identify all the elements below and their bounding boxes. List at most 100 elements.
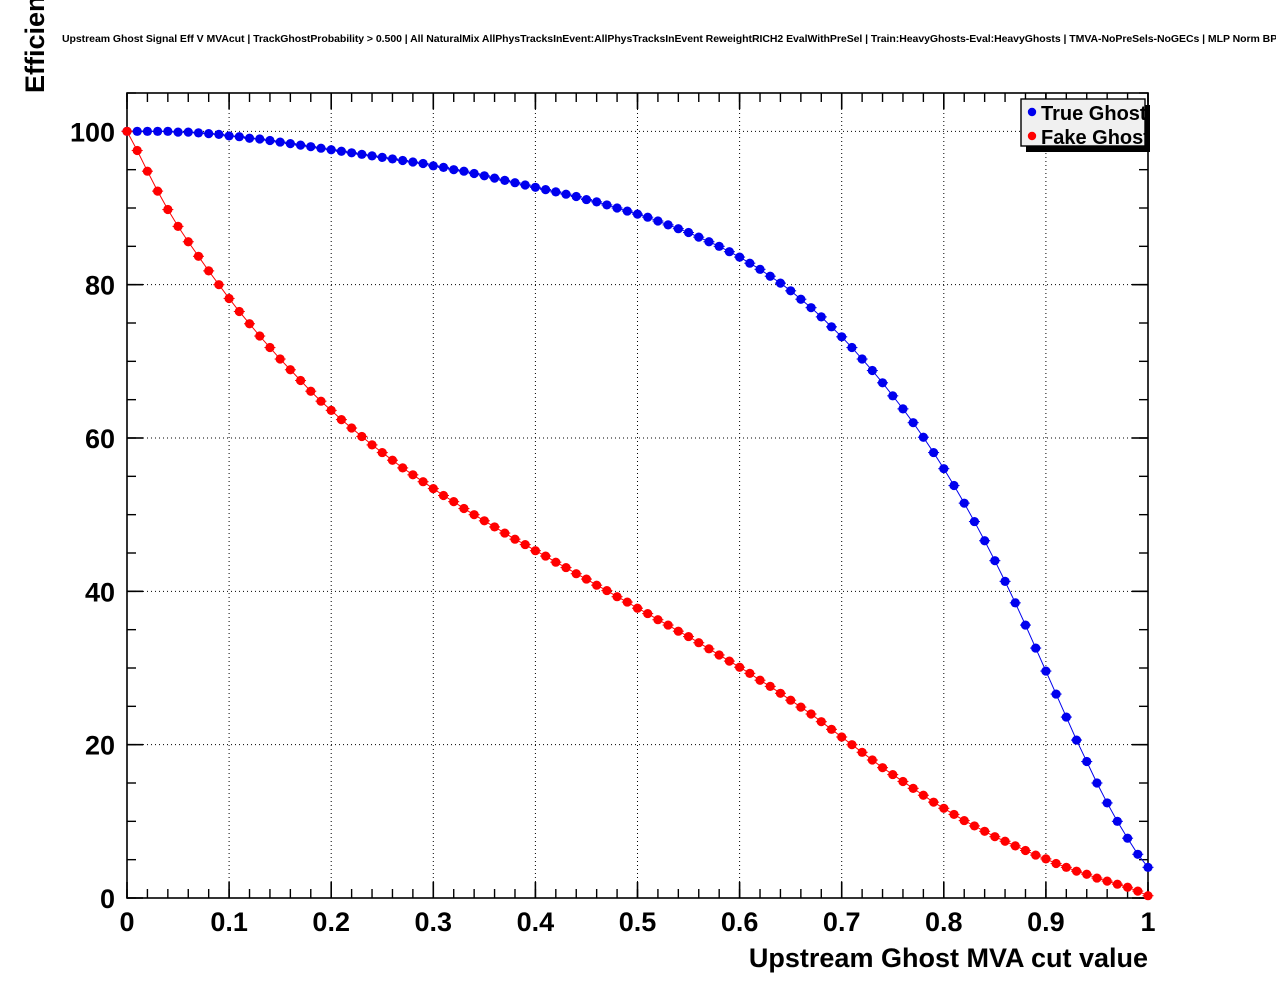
y-tick-label: 20 xyxy=(85,731,115,761)
data-point xyxy=(153,126,163,136)
data-point xyxy=(847,740,857,750)
data-point xyxy=(357,431,367,442)
data-point xyxy=(1102,798,1112,808)
data-point xyxy=(489,522,500,532)
data-point xyxy=(541,551,551,561)
data-point xyxy=(714,650,724,660)
data-point xyxy=(500,528,510,538)
data-point xyxy=(898,404,908,414)
data-point xyxy=(357,149,367,159)
y-tick-label: 0 xyxy=(100,884,115,914)
data-point xyxy=(847,342,857,353)
data-point xyxy=(510,178,520,188)
data-point xyxy=(581,574,592,584)
data-point xyxy=(377,152,387,162)
data-point xyxy=(418,477,428,487)
data-point xyxy=(479,171,489,181)
data-point xyxy=(193,251,204,261)
data-point xyxy=(224,131,234,141)
data-point xyxy=(510,534,520,544)
data-point xyxy=(1133,849,1143,859)
data-point xyxy=(663,620,673,630)
page-title: Upstream Ghost Signal Eff V MVAcut | Tra… xyxy=(62,33,1276,45)
data-point xyxy=(857,747,867,757)
data-point xyxy=(132,126,142,136)
data-point xyxy=(244,133,255,143)
legend[interactable]: True Ghost Fake Ghost xyxy=(1020,98,1150,152)
data-point xyxy=(673,626,683,636)
data-point xyxy=(775,278,786,288)
data-point xyxy=(1041,666,1051,676)
data-point xyxy=(541,185,551,195)
data-point xyxy=(653,216,663,226)
data-point xyxy=(969,821,980,831)
data-point xyxy=(1051,858,1061,869)
data-point xyxy=(275,354,285,364)
data-point xyxy=(561,189,571,199)
x-axis-title: Upstream Ghost MVA cut value xyxy=(749,943,1148,973)
data-point xyxy=(398,463,408,473)
data-point xyxy=(326,405,336,415)
data-point xyxy=(632,209,643,219)
data-series-layer xyxy=(121,126,1154,901)
data-point xyxy=(612,592,622,602)
x-tick-label: 0.9 xyxy=(1027,907,1065,937)
data-point xyxy=(1061,862,1071,872)
data-point xyxy=(520,539,530,550)
data-point xyxy=(867,755,877,765)
data-point xyxy=(204,129,214,139)
data-point xyxy=(602,200,612,210)
data-point xyxy=(908,783,918,793)
data-point xyxy=(918,432,928,442)
x-tick-label: 0.1 xyxy=(210,907,248,937)
data-point xyxy=(806,709,816,719)
data-point xyxy=(1061,712,1071,722)
data-point xyxy=(694,638,704,648)
legend-marker-true-ghost xyxy=(1027,107,1037,117)
data-point xyxy=(408,157,418,167)
data-point xyxy=(704,237,714,247)
data-point xyxy=(265,342,275,353)
data-point xyxy=(336,146,347,156)
data-point xyxy=(959,815,969,826)
data-point xyxy=(173,221,183,231)
data-point xyxy=(500,175,510,185)
data-point xyxy=(592,580,602,590)
data-point xyxy=(1092,873,1102,883)
data-point xyxy=(387,154,398,164)
data-point xyxy=(316,143,326,153)
data-point xyxy=(796,702,806,712)
data-point xyxy=(867,365,877,376)
data-point xyxy=(398,155,408,166)
data-point xyxy=(602,585,612,596)
data-point xyxy=(775,688,786,698)
data-point xyxy=(643,608,653,619)
data-point xyxy=(1020,620,1031,630)
series-fake-ghost xyxy=(121,126,1154,901)
data-point xyxy=(735,662,745,672)
data-point xyxy=(694,232,704,242)
data-point xyxy=(551,557,561,567)
y-tick-label: 60 xyxy=(85,424,115,454)
data-point xyxy=(816,312,826,322)
data-point xyxy=(377,447,387,458)
data-point xyxy=(438,162,449,172)
data-point xyxy=(724,247,734,257)
data-point xyxy=(1102,876,1112,886)
data-point xyxy=(316,396,326,406)
data-point xyxy=(234,306,244,317)
data-point xyxy=(1010,841,1020,851)
data-point xyxy=(898,776,908,787)
data-point xyxy=(1031,850,1041,860)
data-point xyxy=(786,695,796,705)
data-point xyxy=(255,134,265,144)
legend-marker-fake-ghost xyxy=(1027,131,1037,141)
data-point xyxy=(765,681,775,692)
data-point xyxy=(163,204,173,215)
data-point xyxy=(295,375,306,386)
data-point xyxy=(1122,833,1133,843)
data-point xyxy=(306,142,316,152)
x-tick-label: 0.5 xyxy=(619,907,657,937)
